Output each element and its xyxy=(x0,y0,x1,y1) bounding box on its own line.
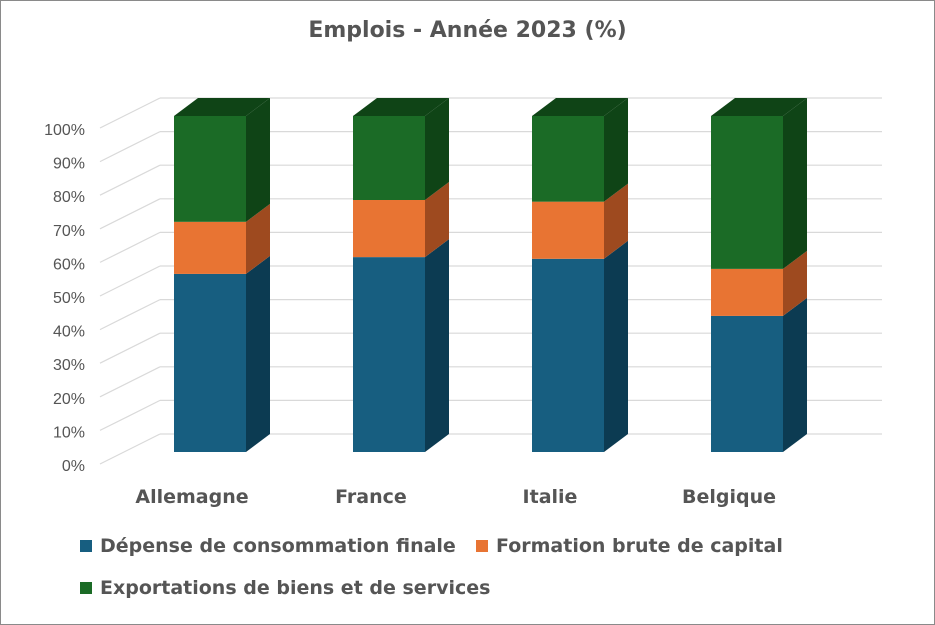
gridline-diagonal xyxy=(99,366,161,398)
bar-segment-side xyxy=(783,250,807,316)
y-tick-label: 30% xyxy=(53,357,85,374)
bar-segment-side xyxy=(425,182,449,258)
gridline-diagonal xyxy=(99,164,161,196)
bar-segment-front xyxy=(353,200,425,258)
bar-segment-front xyxy=(174,116,246,222)
bar-segment-side xyxy=(425,98,449,200)
gridline-diagonal xyxy=(99,299,161,331)
bar-top xyxy=(353,98,449,116)
legend-swatch xyxy=(80,582,92,594)
bar-segment-front xyxy=(532,201,604,259)
bar-segment-side xyxy=(783,98,807,269)
y-tick-label: 90% xyxy=(53,156,85,173)
x-category-label: Belgique xyxy=(682,486,776,508)
x-category-label: France xyxy=(335,486,407,508)
x-category-label: Italie xyxy=(523,486,578,508)
gridline-diagonal xyxy=(99,97,161,129)
bar-segment-front xyxy=(711,315,783,452)
bar-segment-front xyxy=(532,258,604,452)
bar-top xyxy=(711,98,807,116)
bar-segment-side xyxy=(425,239,449,452)
y-tick-label: 20% xyxy=(53,391,85,408)
bar-segment-side xyxy=(246,203,270,274)
bar-segment-front xyxy=(711,116,783,269)
y-tick-label: 100% xyxy=(44,122,85,139)
y-tick-label: 70% xyxy=(53,223,85,240)
legend-label: Dépense de consommation finale xyxy=(100,535,456,557)
legend-label: Exportations de biens et de services xyxy=(100,577,490,599)
gridline-diagonal xyxy=(99,399,161,431)
y-axis-ticks: 0% 10% 20% 30% 40% 50% 60% 70% 80% 90% 100% xyxy=(44,122,85,475)
bars xyxy=(174,98,807,452)
y-tick-label: 60% xyxy=(53,256,85,273)
bar-segment-side xyxy=(604,98,628,202)
y-tick-label: 40% xyxy=(53,324,85,341)
gridline-diagonal xyxy=(99,231,161,263)
bar-segment-front xyxy=(174,221,246,274)
bar-top xyxy=(532,98,628,116)
chart-title: Emplois - Année 2023 (%) xyxy=(308,18,627,43)
legend: Dépense de consommation finale Formation … xyxy=(80,535,783,599)
gridline-diagonal xyxy=(99,265,161,297)
gridline-diagonal xyxy=(99,433,161,465)
bar-segment-front xyxy=(174,273,246,452)
bar-segment-front xyxy=(353,257,425,452)
y-tick-label: 0% xyxy=(62,458,85,475)
bar-segment-side xyxy=(604,240,628,452)
bar-segment-front xyxy=(711,268,783,316)
bar-segment-front xyxy=(532,116,604,202)
y-tick-label: 50% xyxy=(53,290,85,307)
y-tick-label: 80% xyxy=(53,189,85,206)
bar-segment-side xyxy=(604,183,628,259)
bar-segment-side xyxy=(246,98,270,222)
legend-swatch xyxy=(80,540,92,552)
x-category-label: Allemagne xyxy=(135,486,248,508)
gridline-diagonal xyxy=(99,131,161,163)
gridline-diagonal xyxy=(99,332,161,364)
y-tick-label: 10% xyxy=(53,424,85,441)
bar-segment-side xyxy=(783,297,807,452)
x-axis-categories: Allemagne France Italie Belgique xyxy=(135,486,776,508)
bar-segment-side xyxy=(246,255,270,452)
bar-segment-front xyxy=(353,116,425,200)
legend-swatch xyxy=(476,540,488,552)
gridline-diagonal xyxy=(99,198,161,230)
legend-label: Formation brute de capital xyxy=(496,535,783,557)
bar-top xyxy=(174,98,270,116)
